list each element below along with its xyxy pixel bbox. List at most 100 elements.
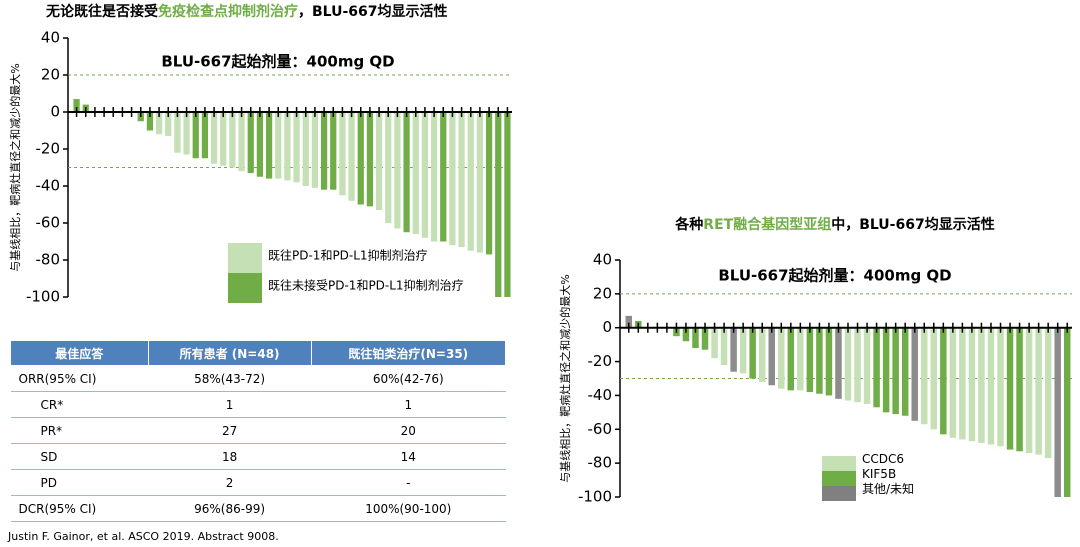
y-tick-label: -80 <box>588 454 613 472</box>
bar <box>495 112 502 297</box>
title-part: RET融合基因型亚组 <box>703 216 831 233</box>
table-cell: 1 <box>311 391 506 418</box>
bar <box>997 327 1004 447</box>
bar <box>720 327 728 365</box>
bar <box>882 327 890 413</box>
bar <box>375 112 383 211</box>
bar <box>749 327 756 379</box>
bar <box>165 112 172 137</box>
header-cell: 所有患者 (N=48) <box>147 340 312 366</box>
bar <box>458 112 465 248</box>
bar <box>1016 327 1023 452</box>
y-tick-label: 40 <box>593 251 612 269</box>
header-cell: 最佳应答 <box>10 340 149 366</box>
bar <box>835 327 842 399</box>
bar <box>229 112 236 168</box>
chart-subtitle: BLU-667起始剂量：400mg QD <box>718 267 951 285</box>
bar <box>1063 327 1071 497</box>
bar <box>825 327 833 396</box>
bar <box>987 327 995 445</box>
bar <box>949 327 957 438</box>
bar <box>339 112 346 196</box>
bar <box>968 327 976 442</box>
legend-swatch <box>822 486 856 501</box>
table-cell: CR* <box>10 391 149 418</box>
table-cell: ORR(95% CI) <box>10 365 149 392</box>
bar <box>692 327 699 349</box>
legend-label: 既往未接受PD-1和PD-L1抑制剂治疗 <box>268 278 464 293</box>
bar <box>476 112 484 253</box>
table-cell: 60%(42-76) <box>311 365 506 392</box>
y-tick-label: 0 <box>50 103 60 121</box>
bar <box>201 112 209 159</box>
legend-swatch <box>228 243 262 273</box>
chart-title: 无论既往是否接受免疫检查点抑制剂治疗，BLU-667均显示活性 <box>45 3 448 20</box>
bar <box>711 327 718 359</box>
table-cell: 96%(86-99) <box>148 495 312 522</box>
chart-subtitle: BLU-667起始剂量：400mg QD <box>161 53 394 71</box>
bar <box>284 112 291 181</box>
bar <box>701 327 709 350</box>
bar <box>625 315 633 328</box>
y-tick-label: -100 <box>578 488 612 506</box>
y-tick-label: -20 <box>588 352 613 370</box>
y-axis-label: 与基线相比，靶病灶直径之和减少的最大% <box>8 63 22 271</box>
title-part: 各种 <box>674 216 703 233</box>
table-cell: PR* <box>10 417 149 444</box>
bar <box>440 112 447 242</box>
header-cell: 既往铂类治疗(N=35) <box>310 340 507 366</box>
legend-label: KIF5B <box>862 467 896 481</box>
bar <box>892 327 899 415</box>
bar <box>238 112 245 172</box>
title-part: 免疫检查点抑制剂治疗 <box>158 3 298 20</box>
citation: Justin F. Gainor, et al. ASCO 2019. Abst… <box>8 530 279 543</box>
legend-swatch <box>228 273 262 303</box>
bar <box>412 112 419 235</box>
bar <box>247 112 254 174</box>
bar <box>930 327 938 430</box>
chart-title: 各种RET融合基因型亚组中，BLU-667均显示活性 <box>674 216 994 233</box>
table-cell: - <box>311 469 506 496</box>
bar <box>430 112 438 242</box>
bar <box>1044 327 1052 459</box>
bar <box>873 327 880 408</box>
legend-label: 其他/未知 <box>862 482 914 496</box>
bar <box>739 327 747 374</box>
table-cell: SD <box>10 443 149 470</box>
table-cell: PD <box>10 469 149 496</box>
title-part: 无论既往是否接受 <box>45 3 158 20</box>
bar <box>183 112 190 155</box>
bar <box>1035 327 1042 455</box>
bar <box>366 112 374 207</box>
y-tick-label: 20 <box>41 66 60 84</box>
y-tick-label: -100 <box>26 288 60 306</box>
bar <box>940 327 947 435</box>
bar <box>787 327 795 391</box>
bar <box>816 327 823 394</box>
bar <box>1025 327 1033 453</box>
bar <box>959 327 966 440</box>
header-row: 最佳应答 所有患者 (N=48) 既往铂类治疗(N=35) <box>10 340 507 366</box>
bar <box>73 99 80 112</box>
table-cell: 2 <box>148 469 312 496</box>
bar <box>293 112 300 183</box>
bar <box>320 112 328 190</box>
bar <box>797 327 804 391</box>
response-table: 最佳应答 所有患者 (N=48) 既往铂类治疗(N=35) ORR(95% CI… <box>10 340 507 522</box>
y-tick-label: -60 <box>36 214 61 232</box>
bar <box>210 112 218 164</box>
title-part: ，BLU-667均显示活性 <box>298 3 448 20</box>
bar <box>256 112 264 177</box>
y-tick-label: 0 <box>602 318 612 336</box>
table-row: ORR(95% CI) 58%(43-72) 60%(42-76) <box>10 365 506 392</box>
bar <box>275 112 282 179</box>
bar <box>806 327 814 393</box>
y-tick-label: 40 <box>41 29 60 47</box>
bar <box>220 112 227 166</box>
bar <box>357 112 364 205</box>
bar <box>302 112 309 186</box>
table-cell: 27 <box>148 417 312 444</box>
bar <box>467 112 474 251</box>
table-cell: DCR(95% CI) <box>10 495 149 522</box>
